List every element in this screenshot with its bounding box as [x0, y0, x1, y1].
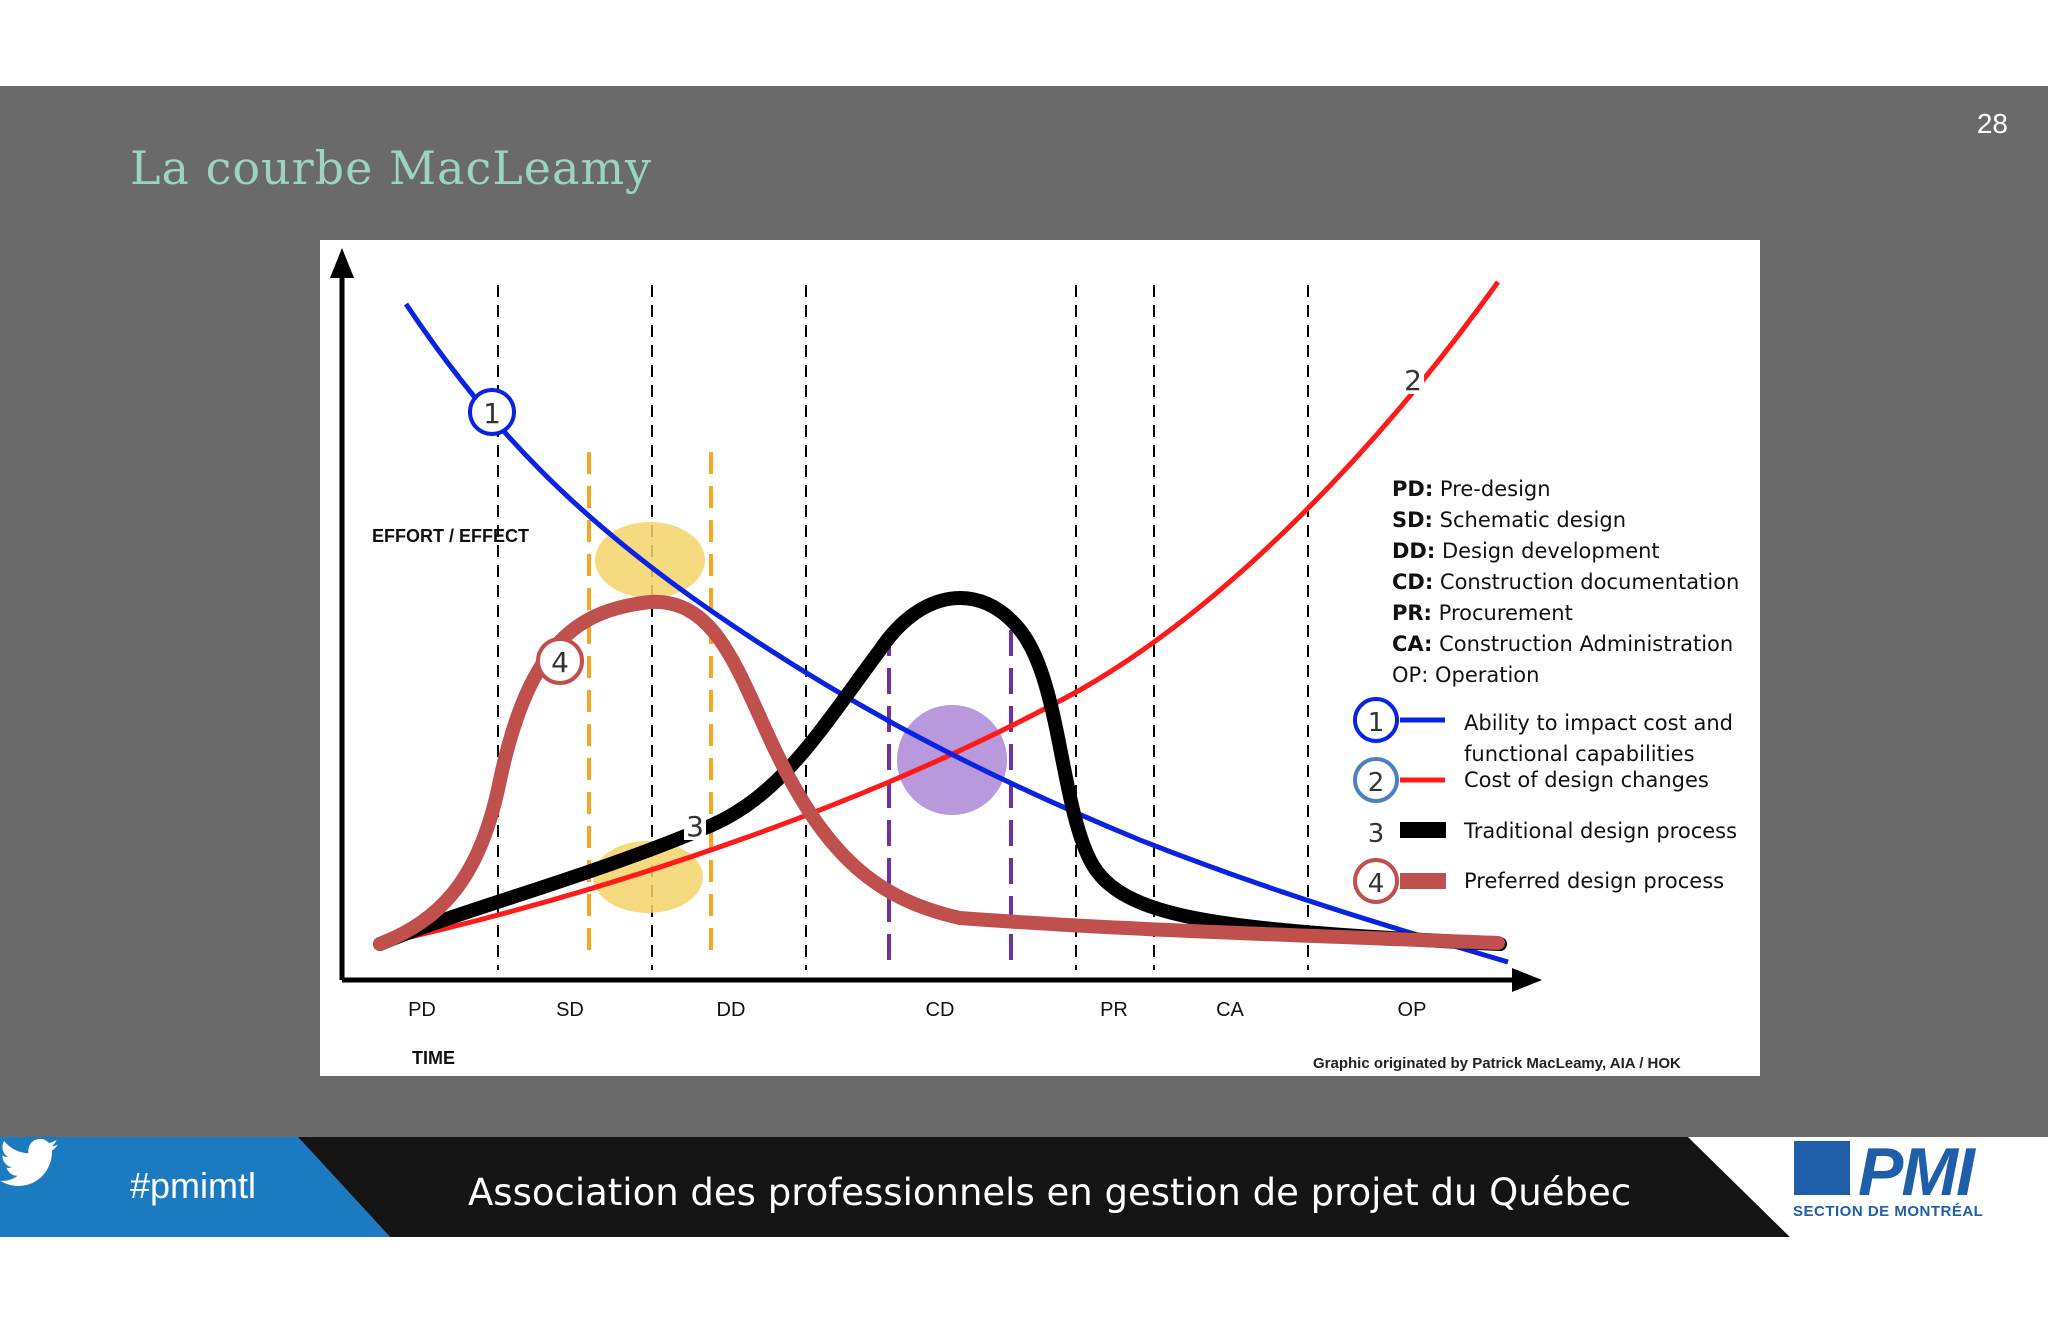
curve-cost-of-changes: [379, 280, 1501, 947]
phase-labels: PD SD DD CD PR CA OP: [408, 999, 1426, 1021]
x-axis-label: TIME: [412, 1048, 455, 1068]
label-gap: [684, 814, 706, 840]
legend-num-4: 4: [1368, 869, 1385, 899]
glossary-item: PD: Pre-design: [1392, 477, 1551, 501]
pmi-logo-subtitle: SECTION DE MONTRÉAL: [1793, 1203, 1984, 1220]
twitter-hashtag[interactable]: #pmimtl: [130, 1165, 257, 1206]
phase-label-cd: CD: [926, 999, 955, 1021]
curve-preferred-process: [373, 594, 1505, 951]
legend-label-2: Cost of design changes: [1464, 768, 1709, 792]
glossary-item: CD: Construction documentation: [1392, 570, 1739, 594]
legend-label-4: Preferred design process: [1464, 869, 1724, 893]
y-axis-arrow: [330, 248, 354, 278]
legend-label-1b: functional capabilities: [1464, 742, 1695, 766]
glossary-item: OP: Operation: [1392, 663, 1539, 687]
legend: 1 Ability to impact cost and functional …: [1353, 697, 1737, 904]
slide-number: 28: [1976, 108, 2008, 139]
phase-label-sd: SD: [556, 999, 584, 1021]
glossary-item: CA: Construction Administration: [1392, 632, 1733, 656]
legend-swatch-3: [1400, 822, 1446, 838]
legend-circle-1: [1353, 697, 1399, 743]
marker-label-3: 3: [686, 810, 704, 843]
slide-title: La courbe MacLeamy: [130, 141, 653, 195]
macleamy-figure: 1 2 3 4 EFFORT / EFFECT TIME PD SD DD CD…: [320, 240, 1760, 1076]
macleamy-diagram: 1 2 3 4 EFFORT / EFFECT TIME PD SD DD CD…: [330, 248, 1739, 1072]
logo-band: [1688, 1137, 2048, 1237]
association-band: [298, 1137, 1790, 1237]
axes: [339, 258, 1532, 983]
footer-banner: #pmimtl Association des professionnels e…: [0, 1134, 2048, 1237]
legend-swatch-4: [1400, 873, 1446, 889]
x-axis-arrow: [1512, 968, 1542, 992]
marker-label-4: 4: [551, 646, 569, 679]
curve-traditional-process: [373, 591, 1507, 951]
footer-shapes: [0, 1137, 2048, 1237]
legend-circle-4: [1353, 858, 1399, 904]
marker-label-1: 1: [483, 397, 501, 430]
phase-label-ca: CA: [1216, 999, 1244, 1021]
cd-window-lines: [887, 630, 1013, 960]
glossary-item: DD: Design development: [1392, 539, 1660, 563]
curve-ability-to-impact: [403, 302, 1509, 965]
pmi-logo: PMI: [1858, 1134, 1975, 1210]
legend-num-1: 1: [1368, 708, 1385, 738]
y-axis-label: EFFORT / EFFECT: [372, 526, 529, 546]
highlight-ellipse-top: [595, 522, 705, 598]
phase-label-pd: PD: [408, 999, 436, 1021]
marker-circle-1: [468, 388, 516, 436]
legend-label-3: Traditional design process: [1463, 819, 1737, 843]
legend-circle-2: [1353, 757, 1399, 803]
legend-label-1: Ability to impact cost and: [1464, 711, 1733, 735]
label-gap: [1402, 368, 1424, 394]
glossary-item: PR: Procurement: [1392, 601, 1573, 625]
glossary-item: SD: Schematic design: [1392, 508, 1626, 532]
legend-num-3: 3: [1368, 819, 1385, 849]
twitter-band: [0, 1137, 390, 1237]
pmi-logo-emblem: [1794, 1141, 1850, 1195]
association-name: Association des professionnels en gestio…: [468, 1171, 1632, 1214]
twitter-bird-icon[interactable]: [0, 1137, 58, 1189]
highlight-circle-cd: [897, 705, 1007, 815]
phase-label-op: OP: [1398, 999, 1427, 1021]
marker-label-2: 2: [1404, 364, 1422, 397]
phase-glossary: PD: Pre-design SD: Schematic design DD: …: [1392, 477, 1739, 687]
marker-circle-4: [536, 637, 584, 685]
legend-num-2: 2: [1368, 768, 1385, 798]
phase-label-pr: PR: [1100, 999, 1128, 1021]
figure-credit: Graphic originated by Patrick MacLeamy, …: [1313, 1055, 1681, 1072]
phase-label-dd: DD: [717, 999, 746, 1021]
